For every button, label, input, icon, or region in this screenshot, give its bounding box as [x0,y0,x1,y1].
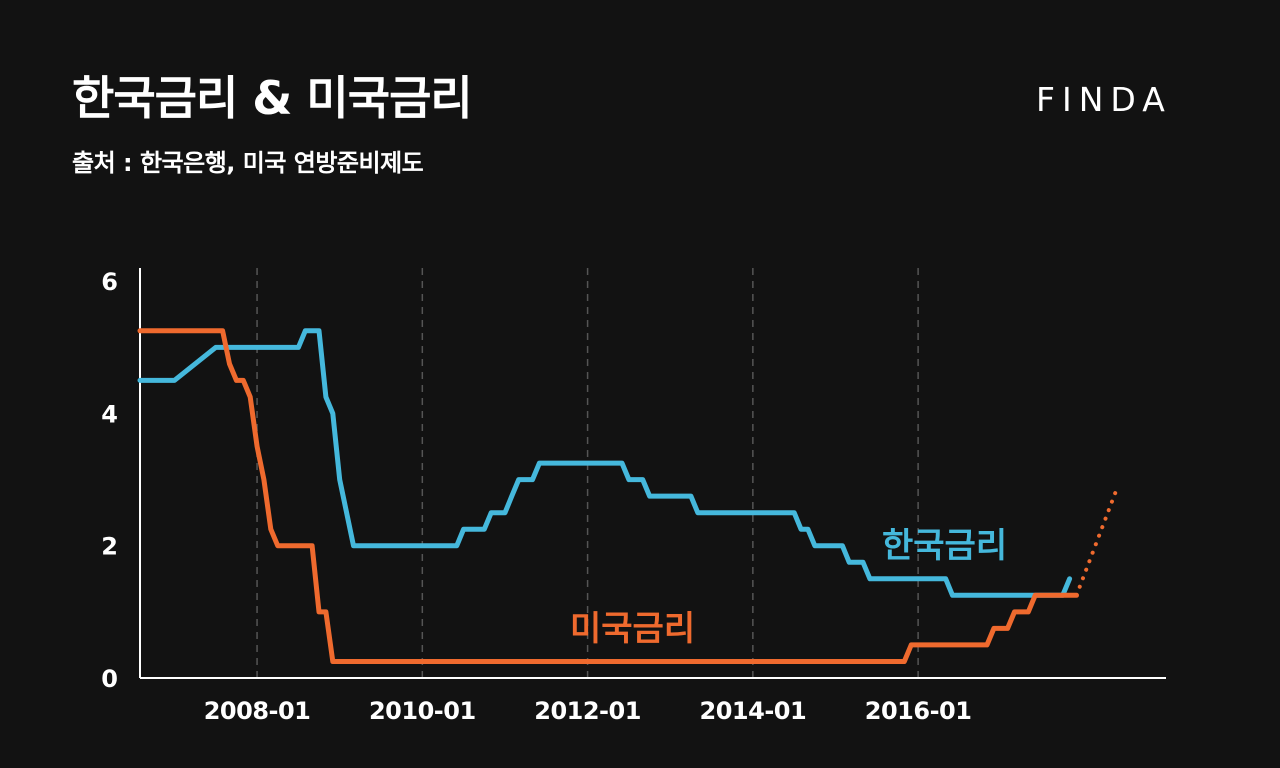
series-lines [137,328,1120,664]
x-tick-label: 2012-01 [534,697,641,725]
x-tick-label: 2016-01 [865,697,972,725]
y-tick-label: 6 [101,268,118,296]
y-tick-label: 4 [101,400,118,428]
chart-subtitle: 출처 : 한국은행, 미국 연방준비제도 [72,149,424,177]
series-projection-us [1074,484,1120,598]
series-label-us: 미국금리 [570,609,695,649]
axes: 0 2 4 6 2008-01 2010-01 2012-01 2014-01 2016-01 [101,268,1166,725]
series-label-korea: 한국금리 [882,526,1007,566]
brand-logo: FINDA [1036,80,1172,119]
grid-lines [256,268,919,678]
series-line-us [137,328,1079,664]
x-tick-label: 2010-01 [369,697,476,725]
chart-title: 한국금리 & 미국금리 [72,71,473,125]
x-tick-label: 2008-01 [204,697,311,725]
series-line-korea [137,328,1073,598]
y-tick-label: 2 [101,533,118,561]
x-tick-label: 2014-01 [700,697,807,725]
y-tick-label: 0 [101,665,118,693]
